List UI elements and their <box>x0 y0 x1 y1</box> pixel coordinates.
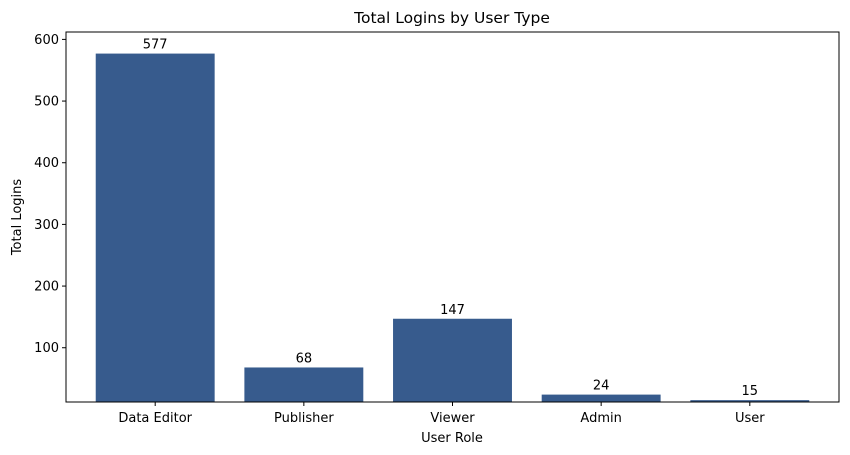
data-label: 24 <box>593 379 610 394</box>
y-tick-label: 100 <box>34 341 59 356</box>
bar-user <box>690 400 810 402</box>
x-tick-label: User <box>735 411 765 426</box>
data-label: 68 <box>296 351 313 366</box>
x-tick-label: Admin <box>580 411 621 426</box>
x-tick-label: Publisher <box>274 411 334 426</box>
bar-admin <box>541 394 661 402</box>
x-tick-label: Data Editor <box>118 411 192 426</box>
y-axis-label: Total Logins <box>10 179 25 257</box>
bar-viewer <box>393 318 512 402</box>
y-tick-label: 300 <box>34 218 59 233</box>
data-label: 577 <box>143 38 168 53</box>
chart-title: Total Logins by User Type <box>353 9 550 27</box>
y-tick-label: 600 <box>34 33 59 48</box>
data-label: 15 <box>742 384 759 399</box>
x-axis-label: User Role <box>421 431 483 446</box>
bar-data-editor <box>95 53 215 402</box>
y-tick-label: 500 <box>34 95 59 110</box>
plot-area: 577 Data Editor 68 Publisher 147 Viewer 24 Admi… <box>34 33 810 426</box>
x-tick-label: Viewer <box>430 411 475 426</box>
axes-frame <box>65 31 840 403</box>
data-label: 147 <box>440 303 465 318</box>
y-tick-label: 400 <box>34 156 59 171</box>
bar-publisher <box>244 367 364 402</box>
y-tick-label: 200 <box>34 280 59 295</box>
